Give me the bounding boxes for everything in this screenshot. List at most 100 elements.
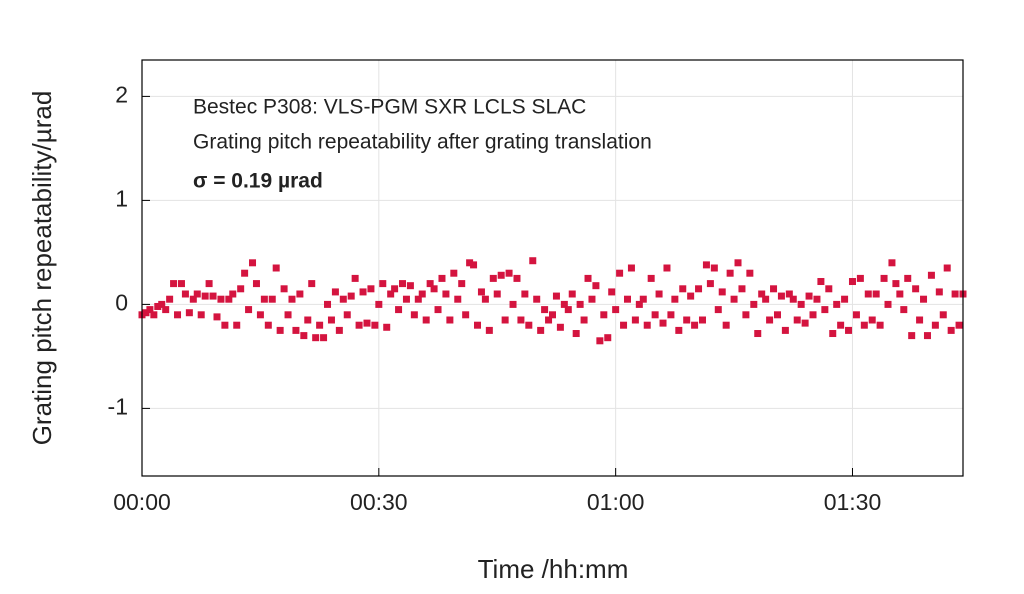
point [418, 290, 426, 298]
point [659, 319, 667, 327]
point [572, 330, 580, 338]
point [596, 337, 604, 345]
y-tick-label: 1 [115, 185, 128, 211]
point [252, 280, 260, 288]
point [718, 288, 726, 296]
point [189, 295, 197, 303]
x-tick-label: 00:30 [350, 489, 408, 515]
point [663, 264, 671, 272]
point [197, 311, 205, 319]
point [698, 316, 706, 324]
point [300, 332, 308, 340]
point [177, 280, 185, 288]
point [592, 282, 600, 290]
point [616, 269, 624, 277]
point [529, 257, 537, 265]
point [916, 316, 924, 324]
point [213, 313, 221, 321]
point [331, 288, 339, 296]
point [848, 278, 856, 286]
point [474, 321, 482, 329]
point [702, 261, 710, 269]
point [777, 292, 785, 300]
point [442, 290, 450, 298]
point [260, 295, 268, 303]
point [608, 288, 616, 296]
point [627, 264, 635, 272]
point [631, 316, 639, 324]
point [706, 280, 714, 288]
point [730, 295, 738, 303]
point [454, 295, 462, 303]
point [762, 295, 770, 303]
point [588, 295, 596, 303]
point [552, 292, 560, 300]
point [324, 300, 332, 308]
y-tick-label: 0 [115, 289, 128, 315]
point [687, 292, 695, 300]
point [584, 274, 592, 282]
point [158, 300, 166, 308]
plot-frame [141, 59, 964, 477]
point [414, 295, 422, 303]
point [256, 311, 264, 319]
point [683, 316, 691, 324]
point [549, 311, 556, 319]
point [509, 300, 517, 308]
point [856, 274, 864, 282]
point [604, 334, 612, 342]
grid [141, 60, 963, 476]
point [612, 306, 620, 314]
point [691, 321, 699, 329]
point [651, 311, 659, 319]
point [726, 269, 734, 277]
point [154, 302, 162, 310]
point [896, 290, 904, 298]
point [272, 264, 280, 272]
annotation: Bestec P308: VLS-PGM SXR LCLS SLAC [193, 96, 586, 119]
point [521, 290, 529, 298]
point [884, 300, 892, 308]
point [675, 326, 683, 334]
point [288, 295, 296, 303]
point [908, 332, 916, 340]
point [225, 295, 233, 303]
point [671, 295, 679, 303]
point [667, 311, 675, 319]
point [367, 285, 375, 293]
point [308, 280, 316, 288]
point [845, 326, 853, 334]
point [904, 274, 912, 282]
point [410, 311, 418, 319]
point [746, 269, 754, 277]
point [833, 300, 841, 308]
point [837, 321, 845, 329]
point [513, 274, 521, 282]
point [517, 316, 525, 324]
point [264, 321, 272, 329]
point [379, 280, 387, 288]
point [600, 311, 608, 319]
point [249, 259, 257, 267]
point [229, 290, 237, 298]
point [422, 316, 430, 324]
point [888, 259, 896, 267]
point [201, 292, 209, 300]
point [710, 264, 718, 272]
point [142, 309, 150, 317]
point [754, 330, 762, 338]
point [533, 295, 541, 303]
point [371, 321, 379, 329]
point [391, 285, 399, 293]
point [363, 319, 371, 327]
point [620, 321, 628, 329]
point [872, 290, 880, 298]
point [292, 326, 300, 334]
point [477, 288, 485, 296]
point [174, 311, 182, 319]
point [497, 271, 505, 279]
point [327, 316, 335, 324]
point [335, 326, 343, 334]
point [947, 326, 955, 334]
point [758, 290, 766, 298]
